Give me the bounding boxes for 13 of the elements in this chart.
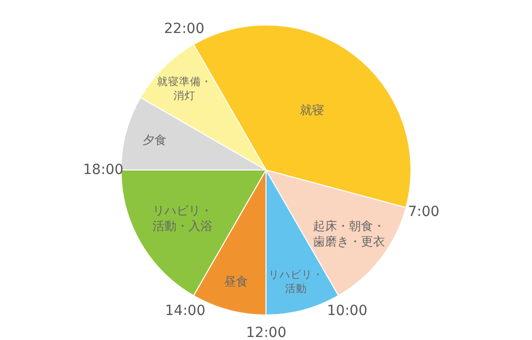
text: 12:00 bbox=[246, 325, 286, 340]
text: 22:00 bbox=[164, 21, 204, 37]
text: 18:00 bbox=[83, 162, 124, 178]
text: 14:00 bbox=[165, 303, 206, 319]
text: 7:00 bbox=[408, 204, 440, 220]
slice-label: 起床・朝食・歯磨き・更衣 bbox=[313, 219, 386, 249]
slice-label: 昼食 bbox=[224, 274, 248, 288]
slice-label: リハビリ・活動 bbox=[268, 268, 324, 295]
slice-label: 就寝準備・消灯 bbox=[157, 75, 212, 102]
text: 10:00 bbox=[327, 303, 368, 319]
slice-label: 就寝 bbox=[300, 103, 324, 118]
slice-label: リハビリ・活動・入浴 bbox=[152, 204, 212, 234]
slice-label: 夕食 bbox=[142, 133, 167, 148]
